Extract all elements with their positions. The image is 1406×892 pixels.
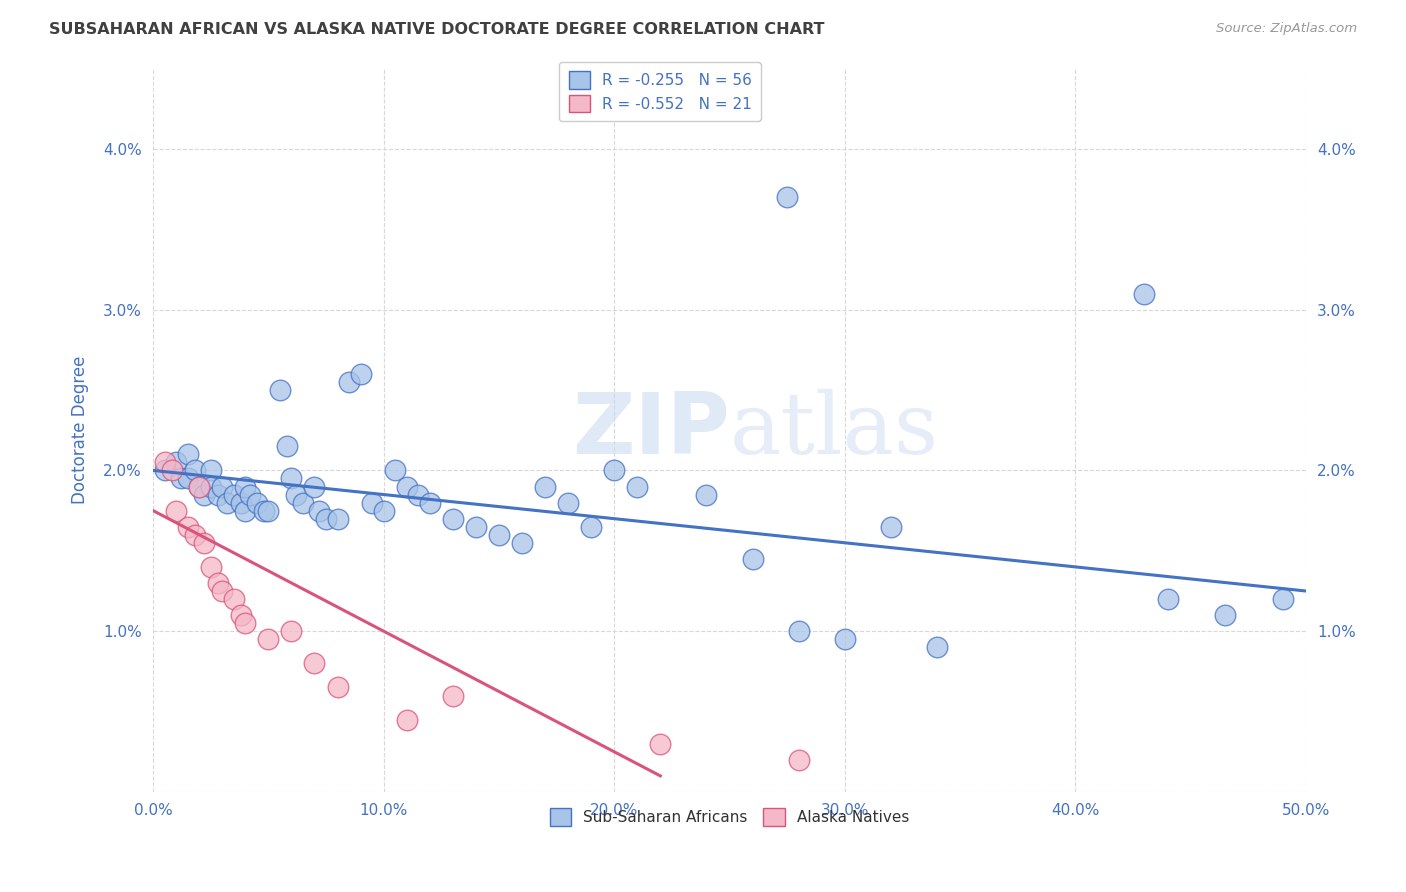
Legend: Sub-Saharan Africans, Alaska Natives: Sub-Saharan Africans, Alaska Natives — [541, 799, 918, 835]
Point — [165, 455, 187, 469]
Text: SUBSAHARAN AFRICAN VS ALASKA NATIVE DOCTORATE DEGREE CORRELATION CHART: SUBSAHARAN AFRICAN VS ALASKA NATIVE DOCT… — [49, 22, 825, 37]
Point — [222, 592, 245, 607]
Point — [200, 560, 222, 574]
Text: atlas: atlas — [730, 389, 939, 472]
Point — [211, 479, 233, 493]
Point — [276, 439, 298, 453]
Point — [176, 447, 198, 461]
Point — [695, 487, 717, 501]
Point — [406, 487, 429, 501]
Point — [308, 503, 330, 517]
Point — [200, 479, 222, 493]
Point — [464, 519, 486, 533]
Point — [257, 503, 280, 517]
Point — [741, 552, 763, 566]
Point — [1271, 592, 1294, 607]
Point — [326, 511, 349, 525]
Point — [488, 527, 510, 541]
Point — [626, 479, 648, 493]
Point — [233, 503, 256, 517]
Point — [776, 190, 799, 204]
Point — [153, 463, 176, 477]
Point — [534, 479, 557, 493]
Point — [200, 463, 222, 477]
Point — [183, 527, 205, 541]
Point — [510, 535, 533, 549]
Point — [222, 487, 245, 501]
Point — [441, 511, 464, 525]
Point — [1156, 592, 1178, 607]
Point — [384, 463, 406, 477]
Point — [176, 519, 198, 533]
Point — [304, 479, 326, 493]
Point — [176, 471, 198, 485]
Point — [361, 495, 384, 509]
Point — [207, 487, 229, 501]
Point — [579, 519, 602, 533]
Point — [165, 503, 187, 517]
Point — [787, 624, 810, 639]
Point — [229, 495, 252, 509]
Point — [239, 487, 262, 501]
Point — [188, 479, 211, 493]
Text: ZIP: ZIP — [572, 389, 730, 472]
Point — [373, 503, 395, 517]
Point — [207, 576, 229, 591]
Y-axis label: Doctorate Degree: Doctorate Degree — [72, 356, 89, 505]
Point — [193, 487, 215, 501]
Point — [280, 471, 302, 485]
Point — [269, 383, 291, 397]
Point — [337, 375, 360, 389]
Point — [1213, 608, 1236, 623]
Point — [419, 495, 441, 509]
Point — [215, 495, 238, 509]
Point — [285, 487, 308, 501]
Point — [170, 471, 193, 485]
Text: Source: ZipAtlas.com: Source: ZipAtlas.com — [1216, 22, 1357, 36]
Point — [349, 367, 371, 381]
Point — [395, 713, 418, 727]
Point — [787, 753, 810, 767]
Point — [188, 479, 211, 493]
Point — [211, 584, 233, 599]
Point — [183, 463, 205, 477]
Point — [233, 479, 256, 493]
Point — [257, 632, 280, 647]
Point — [880, 519, 903, 533]
Point — [603, 463, 626, 477]
Point — [229, 608, 252, 623]
Point — [291, 495, 314, 509]
Point — [304, 657, 326, 671]
Point — [1133, 286, 1156, 301]
Point — [834, 632, 856, 647]
Point — [233, 616, 256, 631]
Point — [153, 455, 176, 469]
Point — [193, 535, 215, 549]
Point — [160, 463, 183, 477]
Point — [650, 737, 672, 751]
Point — [395, 479, 418, 493]
Point — [280, 624, 302, 639]
Point — [253, 503, 276, 517]
Point — [925, 640, 948, 655]
Point — [246, 495, 269, 509]
Point — [557, 495, 579, 509]
Point — [441, 689, 464, 703]
Point — [326, 681, 349, 695]
Point — [315, 511, 337, 525]
